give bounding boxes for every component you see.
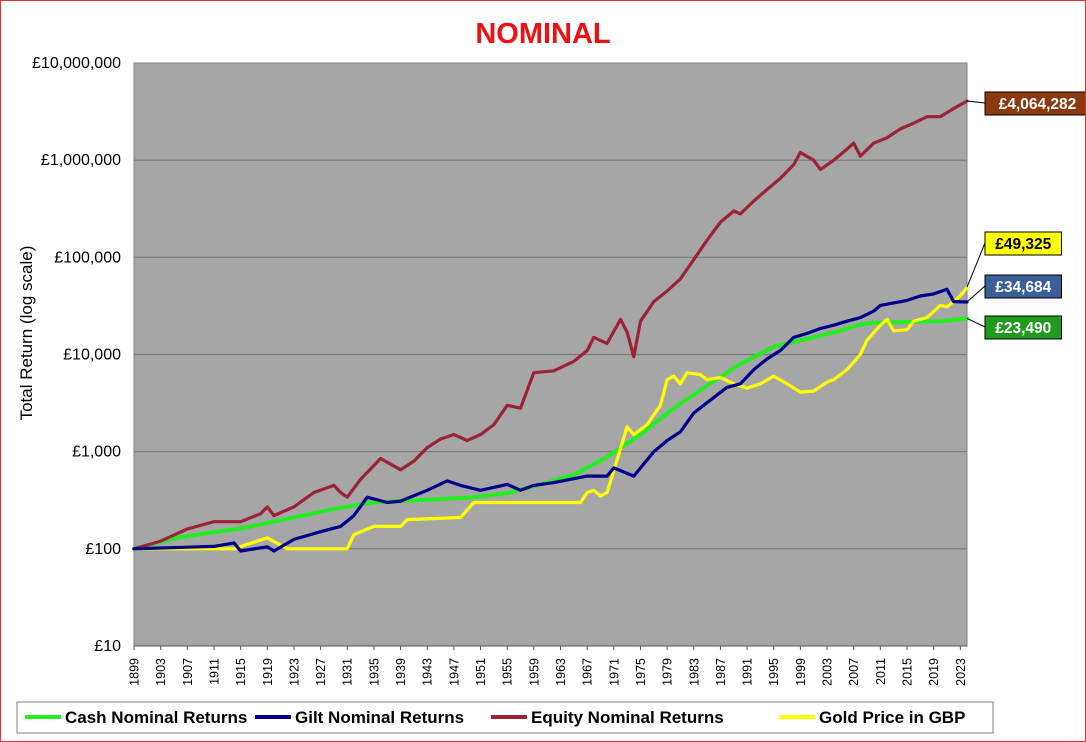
series-line-gold-price-in-gbp [132, 285, 969, 551]
y-axis-label: Total Return (log scale) [17, 246, 36, 421]
y-tick-label: £100,000 [54, 249, 121, 266]
end-label-box [984, 274, 1062, 299]
x-tick-label: 1987 [714, 658, 728, 686]
end-value-label: £49,325 [995, 236, 1051, 253]
x-tick-label: 1995 [767, 658, 781, 686]
x-tick-label: 1939 [394, 658, 408, 686]
x-tick-label: 1971 [607, 658, 621, 686]
x-tick-label: 1983 [687, 658, 701, 686]
end-value-labels: £4,064,282 £49,325 £34,684 £23,490 [966, 91, 1085, 340]
end-value-label: £23,490 [995, 320, 1051, 337]
x-tick-label: 2011 [874, 658, 888, 685]
x-tick-label: 1947 [447, 658, 461, 686]
x-tick-label: 1951 [474, 658, 488, 686]
x-tick-label: 2003 [821, 658, 835, 686]
x-tick-label: 1963 [554, 658, 568, 686]
x-tick-label: 1943 [421, 658, 435, 686]
series-line-equity-nominal-returns [132, 99, 969, 551]
end-label-leader [966, 100, 986, 104]
end-label-box [984, 91, 1085, 116]
x-tick-label: 1967 [581, 658, 595, 686]
legend-label: Cash Nominal Returns [65, 708, 247, 727]
y-axis-ticks: £10 £100 £1,000 £10,000 £100,000 £1,000,000 £1… [32, 55, 121, 655]
x-tick-label: 1935 [367, 658, 381, 686]
x-tick-label: 1975 [634, 658, 648, 686]
x-tick-label: 1959 [527, 658, 541, 686]
x-tick-label: 2023 [954, 658, 968, 686]
end-value-label: £34,684 [995, 279, 1051, 296]
x-tick-label: 1899 [128, 658, 142, 686]
x-tick-label: 1915 [234, 658, 248, 686]
x-tick-label: 1991 [741, 658, 755, 686]
x-tick-label: 1919 [261, 658, 275, 686]
end-label-leader [966, 242, 986, 288]
y-tick-label: £10,000 [63, 347, 121, 364]
end-label-leader [966, 285, 986, 303]
y-tick-label: £10,000,000 [32, 55, 121, 72]
x-tick-label: 2007 [847, 658, 861, 686]
y-tick-label: £1,000,000 [41, 152, 121, 169]
chart-title: NOMINAL [475, 18, 610, 50]
series-line-cash-nominal-returns [132, 316, 969, 551]
x-tick-label: 1927 [314, 658, 328, 686]
legend-label: Gilt Nominal Returns [295, 708, 464, 727]
legend: Cash Nominal Returns Gilt Nominal Returns… [16, 701, 994, 734]
x-tick-label: 1903 [154, 658, 168, 686]
x-tick-label: 1955 [501, 658, 515, 686]
x-tick-label: 1911 [207, 658, 221, 685]
end-label-box [984, 231, 1062, 256]
x-tick-label: 1923 [287, 658, 301, 686]
series-lines [132, 99, 969, 553]
y-tick-label: £100 [85, 541, 121, 558]
legend-label: Gold Price in GBP [819, 708, 965, 727]
x-axis-ticks: 1899 1903 1907 1911 1915 1919 1923 1927 1931 1935… [128, 645, 968, 686]
end-value-label: £4,064,282 [999, 96, 1077, 113]
series-line-gilt-nominal-returns [132, 287, 969, 553]
x-tick-label: 1979 [661, 658, 675, 686]
legend-label: Equity Nominal Returns [531, 708, 724, 727]
x-tick-label: 1999 [794, 658, 808, 686]
end-label-leader [966, 318, 986, 328]
x-tick-label: 2015 [901, 658, 915, 686]
y-tick-label: £1,000 [72, 444, 121, 461]
end-label-box [984, 315, 1062, 340]
x-tick-label: 2019 [927, 658, 941, 686]
y-tick-label: £10 [94, 638, 121, 655]
x-tick-label: 1907 [181, 658, 195, 686]
x-tick-label: 1931 [341, 658, 355, 686]
